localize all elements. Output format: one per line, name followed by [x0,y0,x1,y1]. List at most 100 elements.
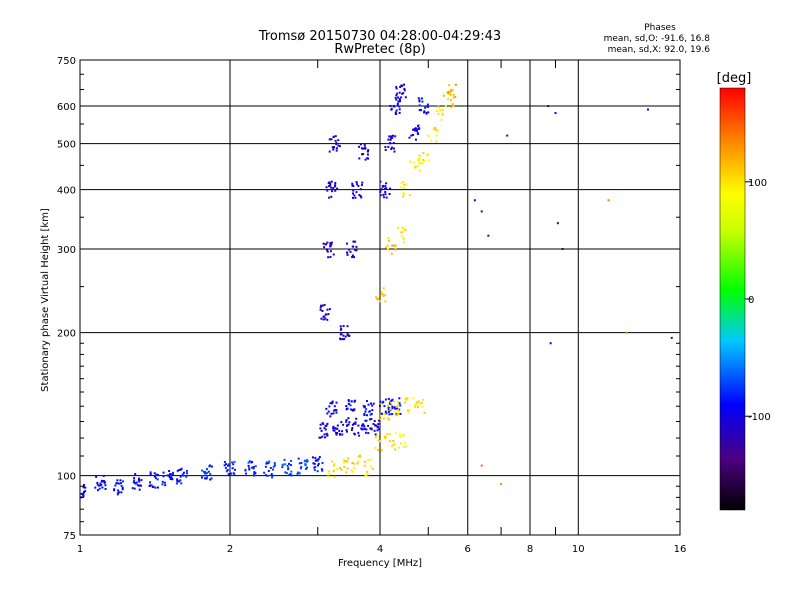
data-point [378,428,381,431]
data-point [201,469,204,472]
data-point [325,313,328,316]
data-point [384,146,387,149]
data-point [363,412,366,415]
data-point [385,182,388,185]
data-point [423,111,426,114]
data-point [168,474,171,477]
data-point [374,433,377,436]
data-point [390,135,393,138]
data-point [161,480,164,483]
data-point [432,128,435,131]
data-point [361,423,364,426]
data-point [355,417,358,420]
data-point [137,478,140,481]
data-point [398,99,401,102]
data-point [351,256,354,259]
data-point [352,409,355,412]
data-point [325,424,328,427]
data-point [401,226,404,229]
data-point [365,408,368,411]
data-point [342,461,345,464]
data-point [385,196,388,199]
data-point [452,93,455,96]
data-point [366,470,369,473]
data-point [345,420,348,423]
data-point [290,470,293,473]
data-point [395,113,398,116]
data-point [350,469,353,472]
y-tick-label: 400 [57,186,76,197]
data-point [367,403,370,406]
data-point [347,334,350,337]
data-point [326,412,329,415]
data-point [133,479,136,482]
data-point [348,421,351,424]
data-point [332,146,335,149]
data-point [364,419,367,422]
data-point [326,189,329,192]
data-point [364,146,367,149]
data-point [358,455,361,458]
data-point [335,143,338,146]
data-point [390,399,393,402]
data-point [451,103,454,106]
data-point [102,480,105,483]
data-point [436,130,439,133]
data-point [176,479,179,482]
data-point [332,253,335,256]
data-point [154,486,157,489]
data-point [424,159,427,162]
y-tick-label: 75 [63,531,76,542]
data-point [313,469,316,472]
data-point [347,423,350,426]
data-point [306,458,309,461]
data-point [450,88,453,91]
data-point [314,466,317,469]
data-point [328,472,331,475]
data-point [331,402,334,405]
data-point [179,479,182,482]
data-point [421,405,424,408]
data-point [384,193,387,196]
data-point [397,96,400,99]
data-point [360,147,363,150]
data-point [264,465,267,468]
data-point [418,157,421,160]
data-point [339,325,342,328]
data-point [205,477,208,480]
data-point [334,181,337,184]
data-point [347,457,350,460]
data-point [382,287,385,290]
data-point [366,153,369,156]
data-point [372,422,375,425]
data-point [363,464,366,467]
data-point [132,481,135,484]
data-point [415,129,418,132]
data-point [401,84,404,87]
data-point [104,488,107,491]
data-point [441,113,444,116]
data-point [400,231,403,234]
data-point [373,429,376,432]
data-point [200,476,203,479]
data-point [397,412,400,415]
data-point [330,186,333,189]
data-point [386,248,389,251]
data-point [346,242,349,245]
data-point [366,157,369,160]
data-point [372,402,375,405]
data-point [395,98,398,101]
data-point [335,411,338,414]
data-point [254,472,257,475]
data-point [286,472,289,475]
data-point [450,99,453,102]
data-point [320,468,323,471]
data-point [418,109,421,112]
data-point [343,466,346,469]
data-point [210,465,213,468]
data-point [394,448,397,451]
data-point [405,398,408,401]
axis-ticks: 1 2 4 6 8 10 16 75 100 200 300 400 500 600 750 [57,56,686,555]
data-point [364,147,367,150]
data-point [95,475,98,478]
